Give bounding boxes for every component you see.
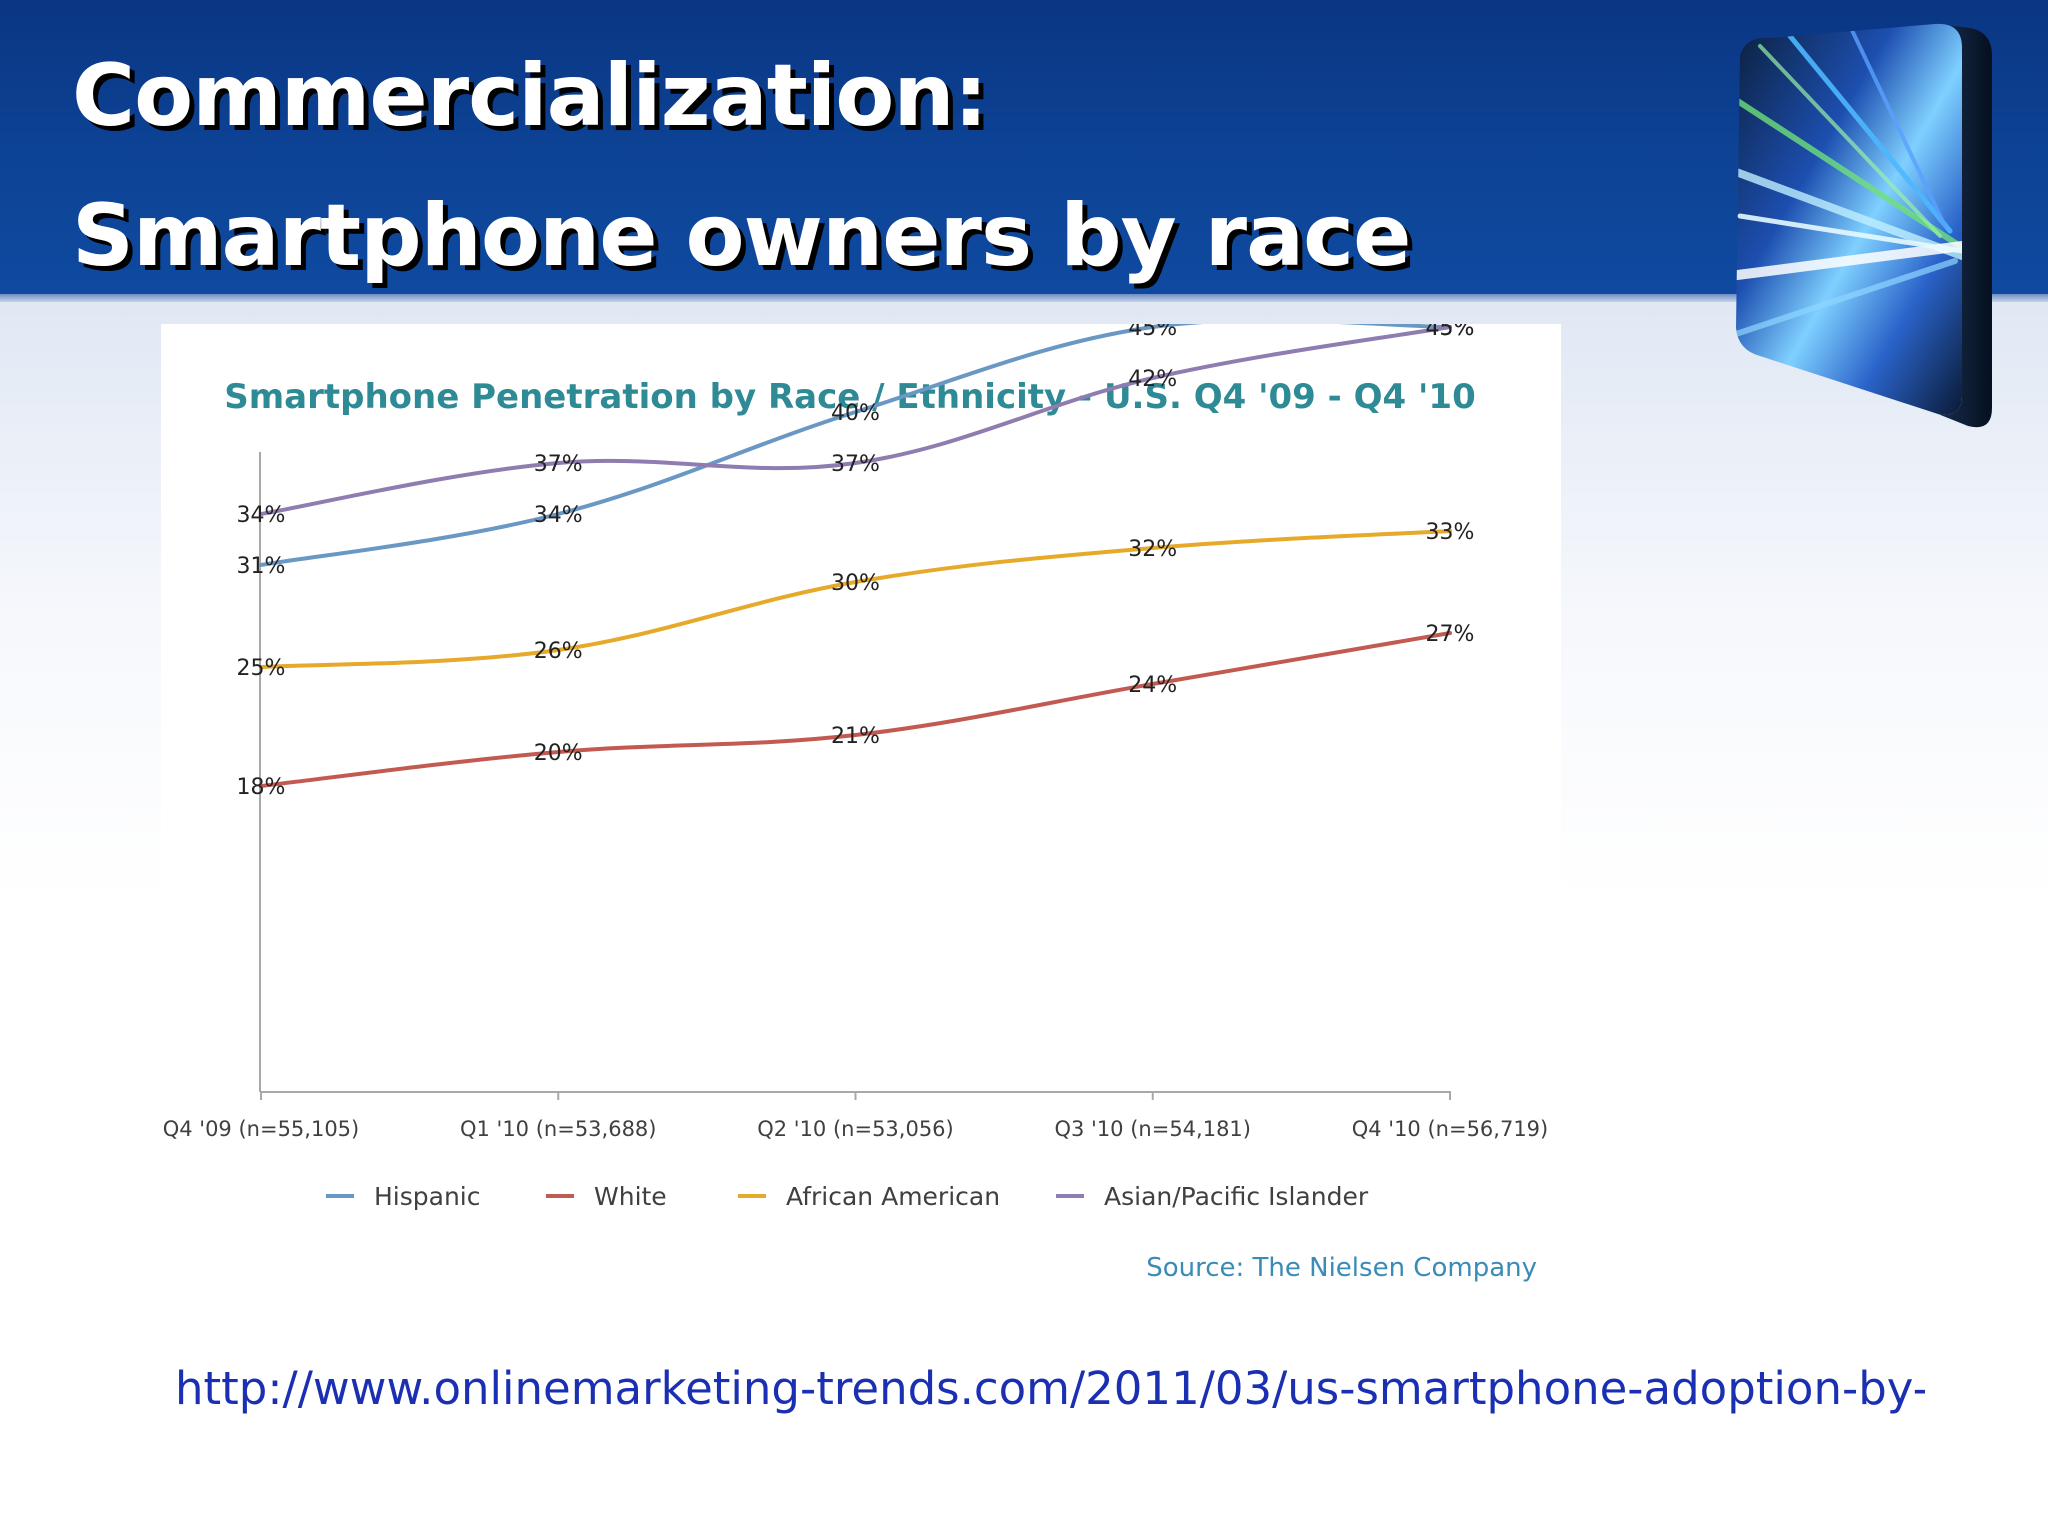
data-label-3-4: 45% [1426,324,1475,341]
data-label-0-1: 34% [534,503,583,528]
data-label-1-4: 27% [1426,622,1475,647]
data-label-0-4: 45% [1426,324,1475,341]
x-tick-label-1: Q1 '10 (n=53,688) [460,1117,657,1141]
data-label-2-0: 25% [237,656,286,681]
x-tick-labels: Q4 '09 (n=55,105) Q1 '10 (n=53,688) Q2 '10… [163,1117,1549,1141]
chart-source: Source: The Nielsen Company [1146,1253,1537,1283]
data-label-1-1: 20% [534,741,583,766]
series-lines [259,324,1452,788]
data-label-0-3: 45% [1128,324,1177,341]
data-label-2-2: 30% [831,571,880,596]
data-label-1-2: 21% [831,724,880,749]
legend-label-1: White [594,1182,667,1211]
data-label-3-3: 42% [1128,367,1177,392]
slide-title-line-1: Commercialization: [72,46,988,146]
legend-label-3: Asian/Pacific Islander [1104,1182,1369,1211]
data-label-2-4: 33% [1426,520,1475,545]
chart-panel: Smartphone Penetration by Race / Ethnici… [161,324,1561,1290]
slide-title-line-2: Smartphone owners by race [72,186,1411,286]
chart-legend: Hispanic White African American Asian/Pacif… [326,1182,1369,1211]
chart-title: Smartphone Penetration by Race / Ethnici… [224,377,1476,417]
data-label-2-1: 26% [534,639,583,664]
data-label-1-0: 18% [237,775,286,800]
source-url-link[interactable]: http://www.onlinemarketing-trends.com/20… [175,1362,1925,1415]
data-labels: 31% 34% 40% 45% 45% 18% 20% 21% 24% 27% 25% 26% 30% 3… [237,324,1475,800]
data-label-0-2: 40% [831,401,880,426]
slide-header [0,0,2048,294]
data-label-1-3: 24% [1128,673,1177,698]
data-label-2-3: 32% [1128,537,1177,562]
x-ticks [260,1092,1451,1100]
data-label-0-0: 31% [237,554,286,579]
series-line-hispanic [259,324,1452,567]
series-line-white [259,631,1452,788]
data-label-3-1: 37% [534,452,583,477]
line-chart: Smartphone Penetration by Race / Ethnici… [163,324,1549,1283]
x-tick-label-3: Q3 '10 (n=54,181) [1054,1117,1251,1141]
series-line-asian-pacific-islander [259,325,1452,516]
legend-label-2: African American [786,1182,1000,1211]
series-line-african-american [259,529,1452,669]
header-divider [0,294,2048,302]
x-tick-label-4: Q4 '10 (n=56,719) [1352,1117,1549,1141]
slide-title: Commercialization: Smartphone owners by … [72,26,1411,306]
data-label-3-0: 34% [237,503,286,528]
legend-label-0: Hispanic [374,1182,481,1211]
data-label-3-2: 37% [831,452,880,477]
light-cube-decoration-icon [1736,23,1992,428]
x-tick-label-0: Q4 '09 (n=55,105) [163,1117,360,1141]
x-tick-label-2: Q2 '10 (n=53,056) [757,1117,954,1141]
